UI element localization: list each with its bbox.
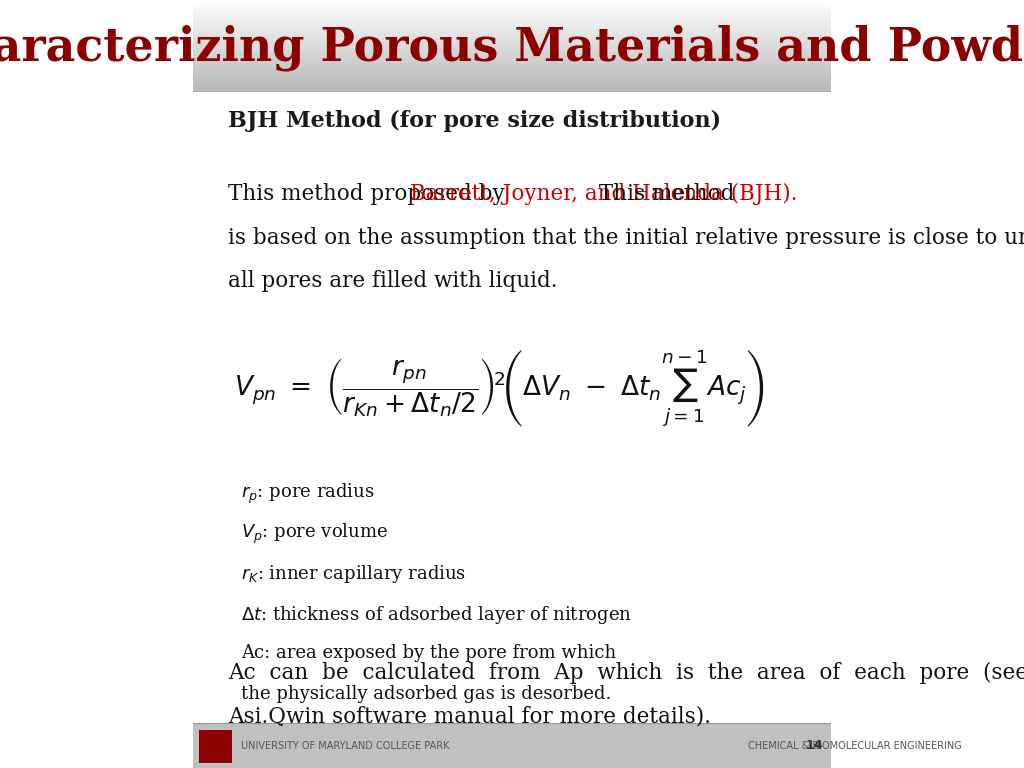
Bar [199, 730, 231, 763]
Bar [194, 29, 830, 31]
Bar [194, 40, 830, 41]
Bar [194, 83, 830, 84]
Bar [194, 16, 830, 17]
Bar [194, 51, 830, 52]
Text: Asi.Qwin software manual for more details).: Asi.Qwin software manual for more detail… [228, 706, 712, 728]
Text: $V_{pn} \ = \ \left( \dfrac{r_{pn}}{r_{Kn} + \Delta t_n / 2} \right)^{\!2}\!\lef: $V_{pn} \ = \ \left( \dfrac{r_{pn}}{r_{K… [233, 347, 765, 429]
Bar [194, 90, 830, 91]
Bar [194, 74, 830, 76]
Bar [194, 12, 830, 14]
Bar [194, 36, 830, 38]
Text: Ac: area exposed by the pore from which: Ac: area exposed by the pore from which [242, 644, 616, 662]
Bar [194, 59, 830, 60]
Bar [194, 41, 830, 42]
Text: UNIVERSITY OF MARYLAND COLLEGE PARK: UNIVERSITY OF MARYLAND COLLEGE PARK [242, 740, 450, 751]
Bar [194, 77, 830, 78]
Bar [194, 68, 830, 69]
Bar [194, 88, 830, 90]
Bar [194, 19, 830, 21]
Bar [194, 31, 830, 33]
Bar [194, 64, 830, 65]
Bar [194, 76, 830, 77]
Bar [194, 0, 830, 1]
Bar [194, 9, 830, 10]
Bar [194, 38, 830, 40]
Bar [194, 723, 830, 768]
Bar [194, 45, 830, 46]
Text: Barrett, Joyner, and Halenda (BJH).: Barrett, Joyner, and Halenda (BJH). [410, 183, 798, 205]
Bar [194, 62, 830, 64]
Bar [194, 65, 830, 66]
Text: This method: This method [592, 183, 734, 205]
Text: Ac  can  be  calculated  from  Ap  which  is  the  area  of  each  pore  (see  t: Ac can be calculated from Ap which is th… [228, 662, 1024, 684]
Text: $r_K$: inner capillary radius: $r_K$: inner capillary radius [242, 563, 466, 585]
Text: 14: 14 [806, 740, 823, 752]
Bar [194, 14, 830, 15]
Bar [194, 61, 830, 62]
Bar [194, 33, 830, 34]
Text: all pores are filled with liquid.: all pores are filled with liquid. [228, 270, 558, 293]
Bar [194, 50, 830, 51]
Bar [194, 23, 830, 24]
Bar [194, 28, 830, 29]
Bar [194, 84, 830, 85]
Bar [194, 18, 830, 19]
Bar [194, 8, 830, 9]
Bar [194, 27, 830, 28]
Bar [194, 34, 830, 35]
Text: CHEMICAL & BIOMOLECULAR ENGINEERING: CHEMICAL & BIOMOLECULAR ENGINEERING [748, 740, 962, 751]
Bar [194, 24, 830, 25]
Bar [194, 21, 830, 22]
Bar [194, 67, 830, 68]
Bar [194, 35, 830, 36]
Text: is based on the assumption that the initial relative pressure is close to unity,: is based on the assumption that the init… [228, 227, 1024, 249]
Bar [194, 72, 830, 74]
Bar [194, 69, 830, 70]
Bar [194, 85, 830, 86]
Bar [194, 17, 830, 18]
Bar [194, 25, 830, 26]
Bar [194, 55, 830, 57]
Text: $\Delta t$: thickness of adsorbed layer of nitrogen: $\Delta t$: thickness of adsorbed layer … [242, 604, 632, 626]
Bar [194, 48, 830, 50]
Bar [194, 86, 830, 88]
Bar [194, 43, 830, 45]
Bar [194, 66, 830, 67]
Bar [194, 26, 830, 27]
Bar [194, 71, 830, 72]
Text: This method proposed by: This method proposed by [228, 183, 512, 205]
Bar [194, 42, 830, 43]
Bar [194, 52, 830, 53]
Bar [194, 10, 830, 12]
Bar [194, 5, 830, 7]
Bar [194, 79, 830, 81]
Text: BJH Method (for pore size distribution): BJH Method (for pore size distribution) [228, 110, 722, 131]
Bar [194, 7, 830, 8]
Bar [194, 2, 830, 3]
Bar [194, 3, 830, 5]
Bar [194, 1, 830, 2]
Bar [194, 15, 830, 16]
Bar [194, 53, 830, 55]
Text: $V_p$: pore volume: $V_p$: pore volume [242, 522, 388, 547]
Bar [194, 57, 830, 58]
Bar [194, 60, 830, 61]
Bar [194, 46, 830, 48]
Text: Characterizing Porous Materials and Powders: Characterizing Porous Materials and Powd… [0, 25, 1024, 71]
Bar [194, 58, 830, 59]
Text: the physically adsorbed gas is desorbed.: the physically adsorbed gas is desorbed. [242, 685, 611, 703]
Bar [194, 81, 830, 83]
Bar [194, 78, 830, 79]
Bar [194, 70, 830, 71]
Text: $r_p$: pore radius: $r_p$: pore radius [242, 482, 375, 506]
